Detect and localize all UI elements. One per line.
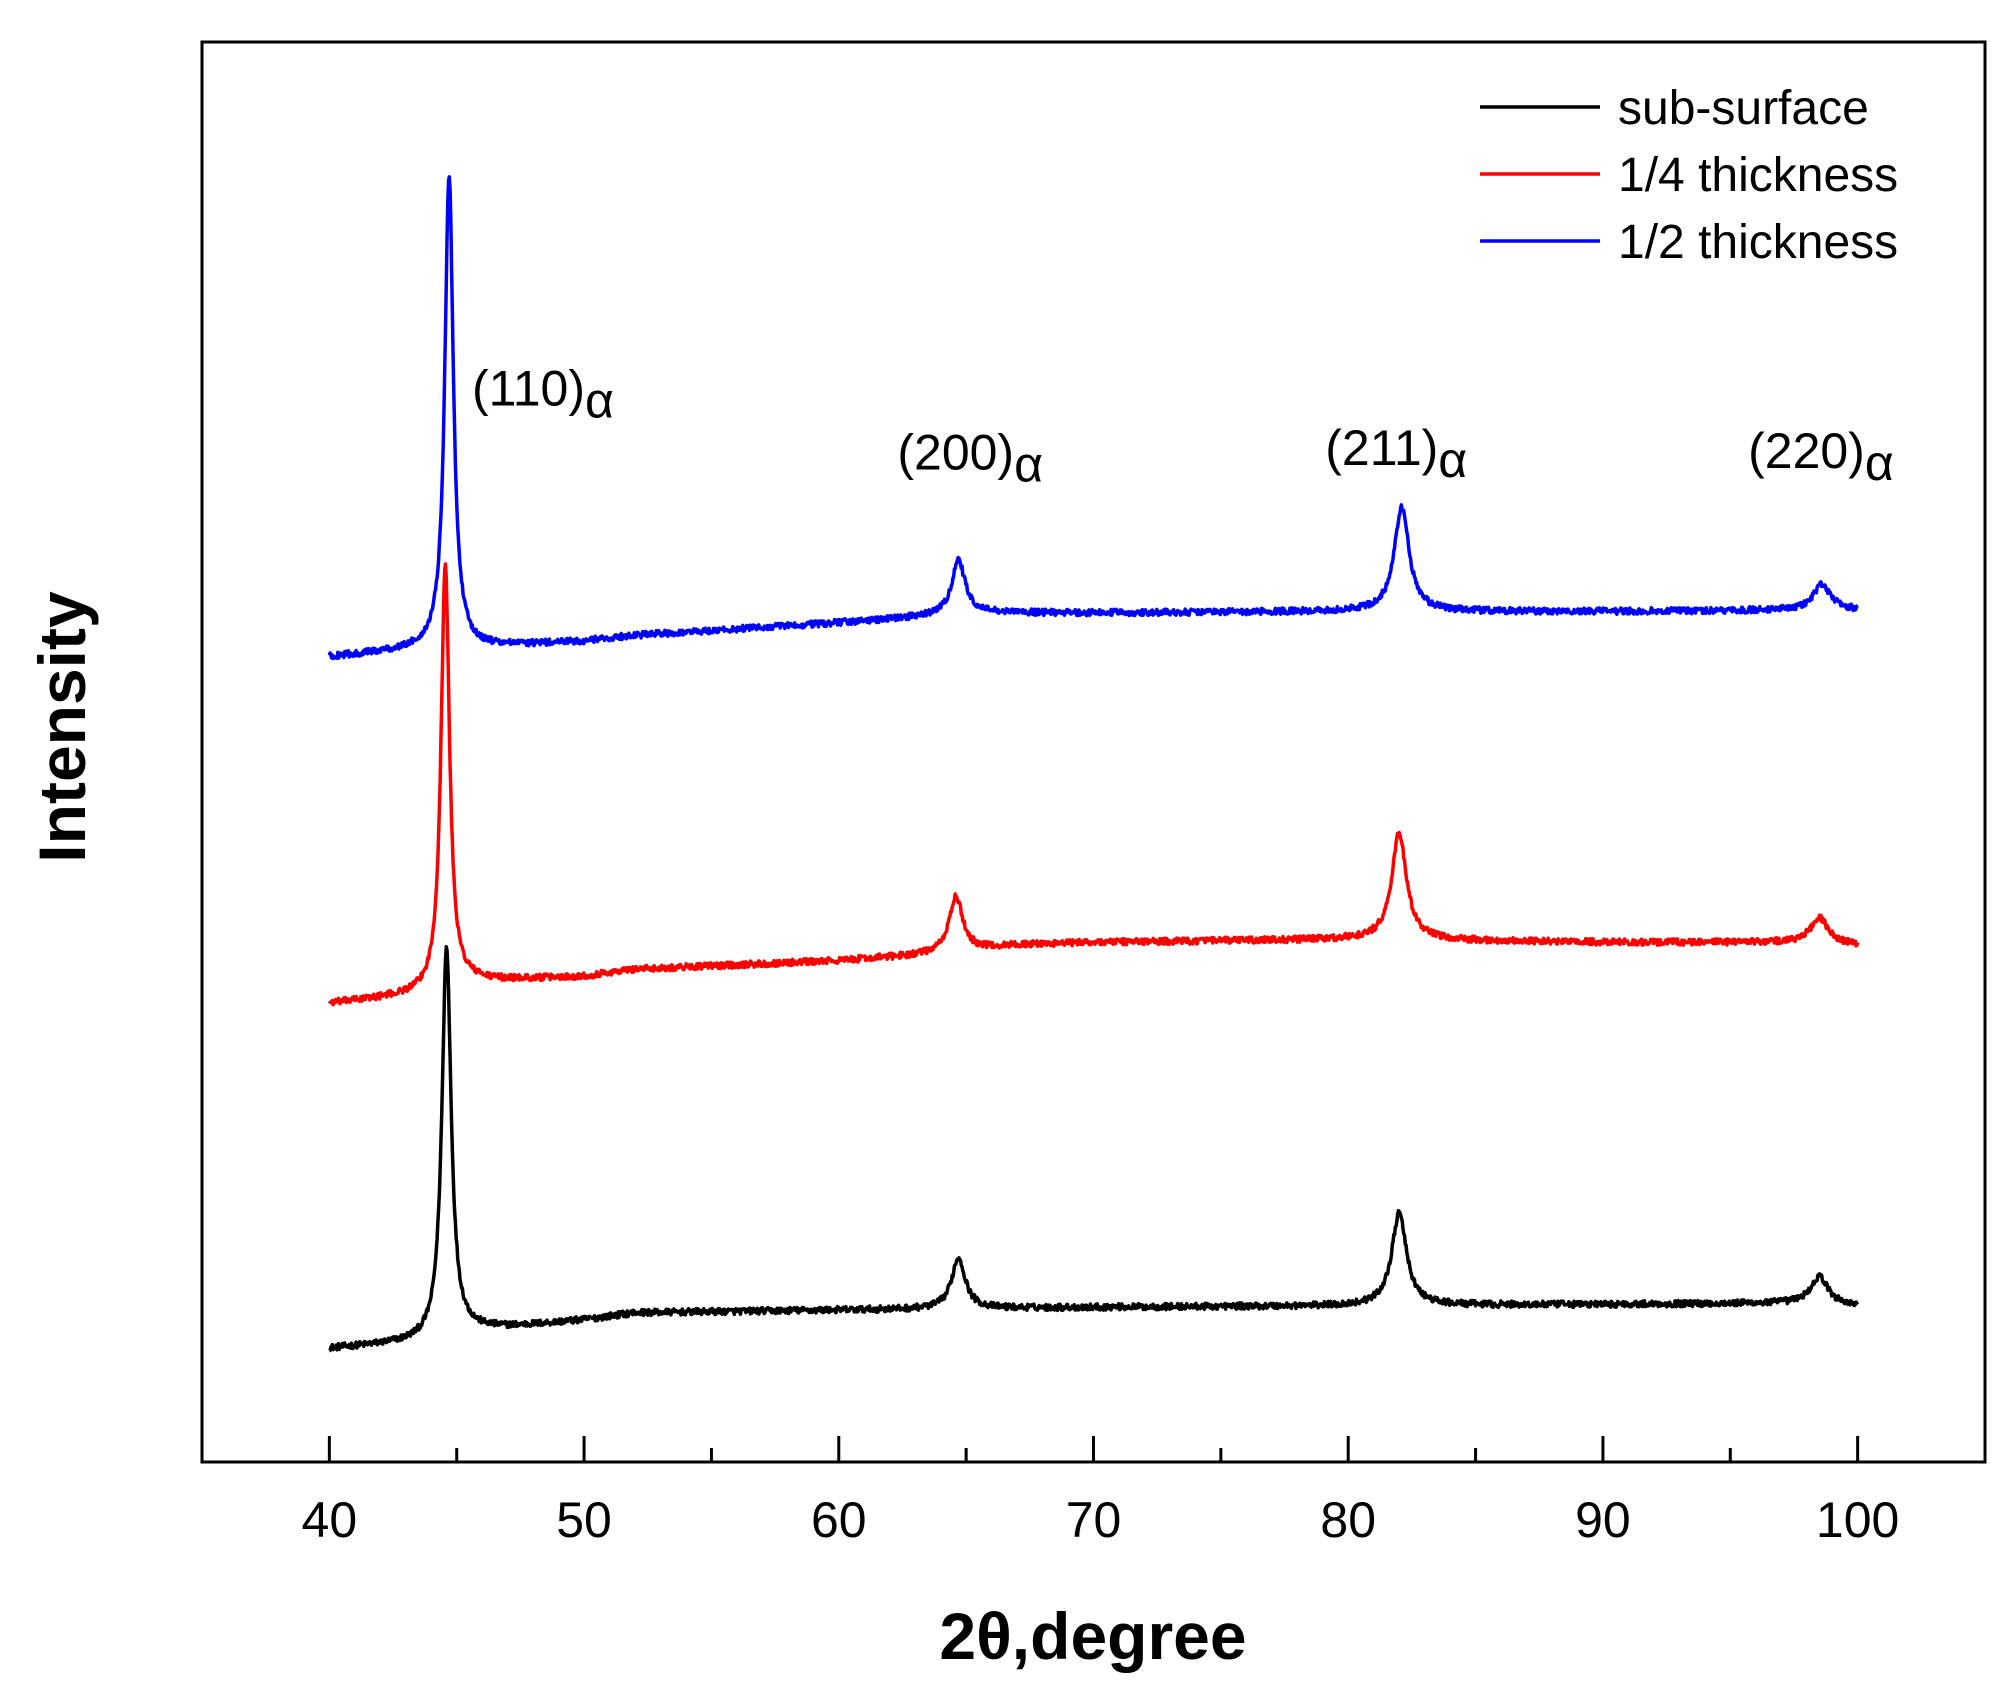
peak-label-alpha: α [1865, 435, 1894, 491]
peak-annotations: (110)α(200)α (211)α (220)α [472, 361, 1894, 493]
peak-label-alpha: α [1438, 432, 1467, 488]
series-layer [327, 175, 1860, 1353]
x-axis-ticks: 40 50 60 70 80 90 100 [302, 1436, 1899, 1548]
legend-label: sub-surface [1618, 82, 1869, 135]
x-tick-label: 60 [811, 1492, 867, 1548]
peak-label: (211)α [1325, 420, 1467, 488]
series-line-1 [327, 562, 1860, 1007]
peak-label: (110)α [472, 361, 614, 429]
peak-label-alpha: α [1014, 436, 1043, 492]
peak-label-hkl: (110) [472, 361, 585, 417]
y-axis-title: Intensity [25, 591, 99, 863]
peak-label-alpha: α [585, 373, 614, 429]
series-line-2 [327, 175, 1859, 661]
x-tick-label: 50 [556, 1492, 612, 1548]
peak-label: (220)α [1748, 423, 1894, 491]
x-tick-label: 80 [1320, 1492, 1376, 1548]
legend-label: 1/2 thickness [1618, 216, 1898, 269]
series-line-0 [328, 945, 1860, 1353]
x-tick-label: 70 [1066, 1492, 1122, 1548]
peak-label: (200)α [897, 424, 1043, 492]
x-tick-label: 40 [302, 1492, 358, 1548]
x-tick-label: 100 [1816, 1492, 1899, 1548]
x-axis-title: 2θ,degree [939, 1599, 1246, 1673]
legend: sub-surface 1/4 thickness 1/2 thickness [1480, 82, 1898, 269]
peak-label-hkl: (200) [897, 424, 1014, 480]
x-tick-label: 90 [1575, 1492, 1631, 1548]
legend-label: 1/4 thickness [1618, 149, 1898, 202]
peak-label-hkl: (211) [1325, 420, 1438, 476]
peak-label-hkl: (220) [1748, 423, 1865, 479]
